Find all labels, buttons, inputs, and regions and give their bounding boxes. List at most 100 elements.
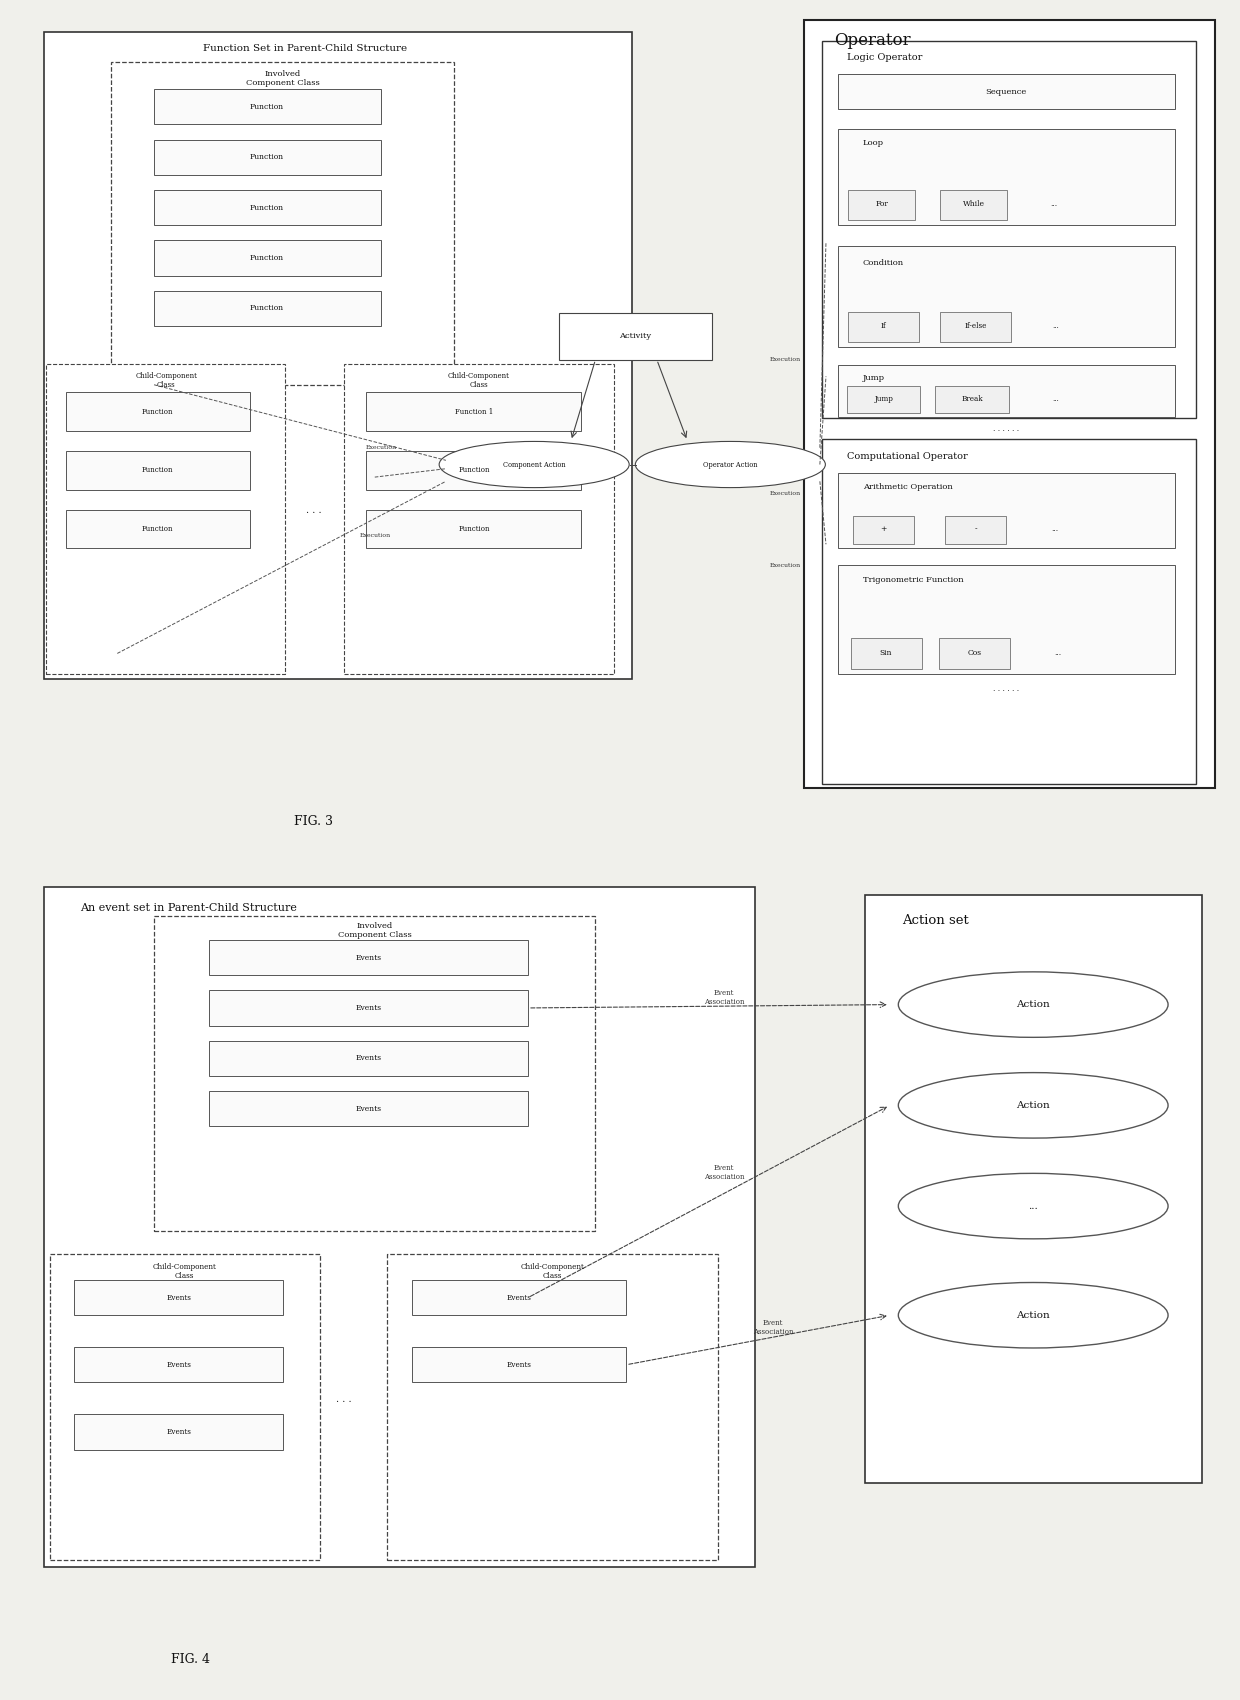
- Text: Action set: Action set: [901, 915, 968, 926]
- Text: Cos: Cos: [967, 649, 981, 656]
- Ellipse shape: [898, 1282, 1168, 1348]
- Text: Condition: Condition: [863, 258, 904, 267]
- Text: Logic Operator: Logic Operator: [847, 53, 923, 61]
- FancyBboxPatch shape: [366, 393, 580, 430]
- Text: ...: ...: [1050, 201, 1058, 207]
- Text: Action: Action: [1017, 1311, 1050, 1319]
- Text: . . .: . . .: [336, 1394, 352, 1404]
- Text: Child-Component
Class: Child-Component Class: [521, 1263, 584, 1280]
- Text: Arithmetic Operation: Arithmetic Operation: [863, 483, 952, 491]
- Text: Execution: Execution: [770, 563, 801, 568]
- FancyBboxPatch shape: [847, 386, 920, 413]
- FancyBboxPatch shape: [866, 896, 1203, 1482]
- Text: Function: Function: [143, 525, 174, 534]
- Text: Events: Events: [356, 1054, 382, 1062]
- FancyBboxPatch shape: [210, 940, 528, 976]
- Text: Computational Operator: Computational Operator: [847, 452, 967, 461]
- Text: Event
Association: Event Association: [704, 1164, 744, 1181]
- Text: Events: Events: [166, 1428, 191, 1436]
- Text: -: -: [975, 525, 977, 534]
- Text: Events: Events: [356, 954, 382, 962]
- FancyBboxPatch shape: [387, 1255, 718, 1561]
- Text: Event
Association: Event Association: [704, 989, 744, 1006]
- FancyBboxPatch shape: [154, 190, 381, 224]
- FancyBboxPatch shape: [838, 364, 1176, 416]
- Text: Function: Function: [249, 104, 284, 111]
- Ellipse shape: [898, 972, 1168, 1037]
- Text: ...: ...: [1028, 1202, 1038, 1210]
- Text: If: If: [880, 321, 887, 330]
- Text: ...: ...: [1052, 394, 1059, 403]
- FancyBboxPatch shape: [822, 41, 1197, 418]
- FancyBboxPatch shape: [412, 1346, 626, 1382]
- FancyBboxPatch shape: [66, 510, 249, 549]
- FancyBboxPatch shape: [940, 311, 1011, 342]
- FancyBboxPatch shape: [851, 638, 921, 668]
- Text: Function: Function: [143, 408, 174, 415]
- Text: Involved
Component Class: Involved Component Class: [339, 921, 412, 940]
- Text: ...: ...: [1052, 321, 1059, 330]
- FancyBboxPatch shape: [154, 240, 381, 275]
- Text: Function: Function: [249, 253, 284, 262]
- FancyBboxPatch shape: [853, 515, 914, 544]
- Text: Events: Events: [166, 1360, 191, 1368]
- Ellipse shape: [635, 442, 826, 488]
- FancyBboxPatch shape: [838, 75, 1176, 109]
- FancyBboxPatch shape: [74, 1414, 283, 1450]
- FancyBboxPatch shape: [46, 364, 285, 675]
- Text: FIG. 3: FIG. 3: [294, 814, 334, 828]
- Text: Function: Function: [459, 466, 490, 474]
- Text: . . .: . . .: [305, 507, 321, 515]
- Text: Involved
Component Class: Involved Component Class: [246, 70, 320, 87]
- Text: Events: Events: [507, 1360, 532, 1368]
- Text: Child-Component
Class: Child-Component Class: [448, 372, 510, 389]
- Text: Execution: Execution: [366, 445, 397, 451]
- Text: Events: Events: [166, 1294, 191, 1302]
- Text: Loop: Loop: [863, 139, 884, 146]
- Text: Event
Association: Event Association: [753, 1319, 794, 1336]
- Text: Function: Function: [249, 204, 284, 211]
- Text: +: +: [880, 525, 887, 534]
- Text: Operator: Operator: [835, 32, 911, 49]
- FancyBboxPatch shape: [66, 393, 249, 430]
- FancyBboxPatch shape: [848, 190, 915, 221]
- FancyBboxPatch shape: [838, 566, 1176, 675]
- FancyBboxPatch shape: [366, 450, 580, 490]
- Text: Sequence: Sequence: [986, 88, 1027, 95]
- Text: Break: Break: [961, 394, 983, 403]
- Text: Events: Events: [507, 1294, 532, 1302]
- FancyBboxPatch shape: [945, 515, 1006, 544]
- FancyBboxPatch shape: [154, 291, 381, 326]
- Text: While: While: [963, 201, 986, 207]
- FancyBboxPatch shape: [210, 1091, 528, 1127]
- Text: Child-Component
Class: Child-Component Class: [135, 372, 197, 389]
- Text: . . . . . .: . . . . . .: [993, 685, 1019, 692]
- FancyBboxPatch shape: [939, 638, 1009, 668]
- FancyBboxPatch shape: [940, 190, 1007, 221]
- Text: Events: Events: [356, 1005, 382, 1011]
- Text: Function Set in Parent-Child Structure: Function Set in Parent-Child Structure: [203, 44, 407, 53]
- FancyBboxPatch shape: [838, 473, 1176, 549]
- FancyBboxPatch shape: [112, 61, 455, 384]
- FancyBboxPatch shape: [345, 364, 614, 675]
- Text: Execution: Execution: [360, 534, 391, 539]
- FancyBboxPatch shape: [74, 1346, 283, 1382]
- FancyBboxPatch shape: [366, 510, 580, 549]
- FancyBboxPatch shape: [848, 311, 919, 342]
- Text: Function: Function: [459, 525, 490, 534]
- Text: Function 1: Function 1: [455, 408, 494, 415]
- Text: Action: Action: [1017, 1000, 1050, 1010]
- FancyBboxPatch shape: [804, 19, 1215, 787]
- FancyBboxPatch shape: [210, 991, 528, 1025]
- Ellipse shape: [439, 442, 629, 488]
- FancyBboxPatch shape: [154, 139, 381, 175]
- FancyBboxPatch shape: [154, 916, 595, 1231]
- FancyBboxPatch shape: [154, 88, 381, 124]
- FancyBboxPatch shape: [74, 1280, 283, 1316]
- FancyBboxPatch shape: [822, 439, 1197, 784]
- Text: ...: ...: [1052, 525, 1059, 534]
- FancyBboxPatch shape: [43, 32, 632, 678]
- Text: If-else: If-else: [965, 321, 987, 330]
- FancyBboxPatch shape: [838, 246, 1176, 347]
- Text: Activity: Activity: [619, 333, 651, 340]
